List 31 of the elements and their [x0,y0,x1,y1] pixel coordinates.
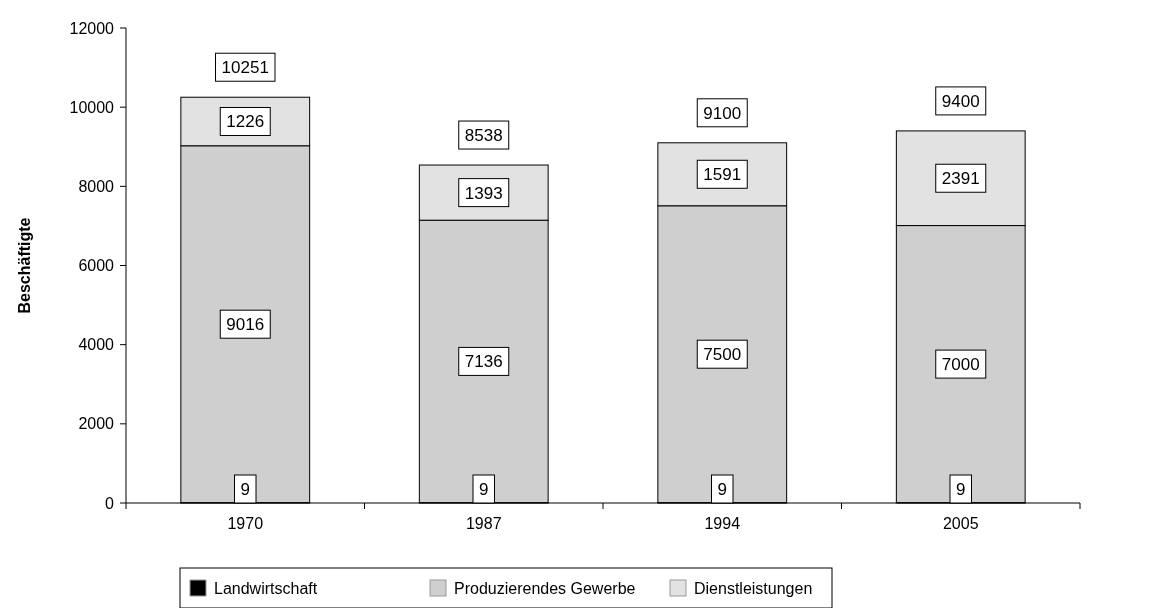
data-label: 7136 [464,352,503,372]
total-label: 9400 [941,91,980,111]
x-tick-label: 1970 [227,514,264,532]
y-tick-label: 10000 [69,98,115,116]
y-tick-label: 0 [105,494,115,512]
data-label: 7500 [703,345,742,365]
x-tick-label: 1994 [704,514,741,532]
data-label: 7000 [941,355,980,375]
y-tick-label: 8000 [78,177,115,195]
x-tick-label: 2005 [942,514,979,532]
data-label: 1393 [464,183,503,203]
data-label: 9 [240,479,250,499]
y-axis-title: Beschäftigte [16,217,33,314]
legend-label: Landwirtschaft [214,579,318,597]
data-label: 9 [956,479,966,499]
y-tick-label: 4000 [78,336,115,354]
y-tick-label: 2000 [78,415,115,433]
data-label: 1226 [226,112,265,132]
data-label: 9016 [226,315,265,335]
y-tick-label: 12000 [69,19,115,37]
x-tick-label: 1987 [465,514,502,532]
y-tick-label: 6000 [78,257,115,275]
legend-label: Dienstleistungen [694,579,813,597]
total-label: 9100 [703,103,742,123]
data-label: 1591 [703,165,742,185]
data-label: 9 [717,479,727,499]
total-label: 8538 [464,125,503,145]
data-label: 2391 [941,169,980,189]
legend-label: Produzierendes Gewerbe [454,579,636,597]
total-label: 10251 [221,58,269,78]
data-label: 9 [479,479,489,499]
